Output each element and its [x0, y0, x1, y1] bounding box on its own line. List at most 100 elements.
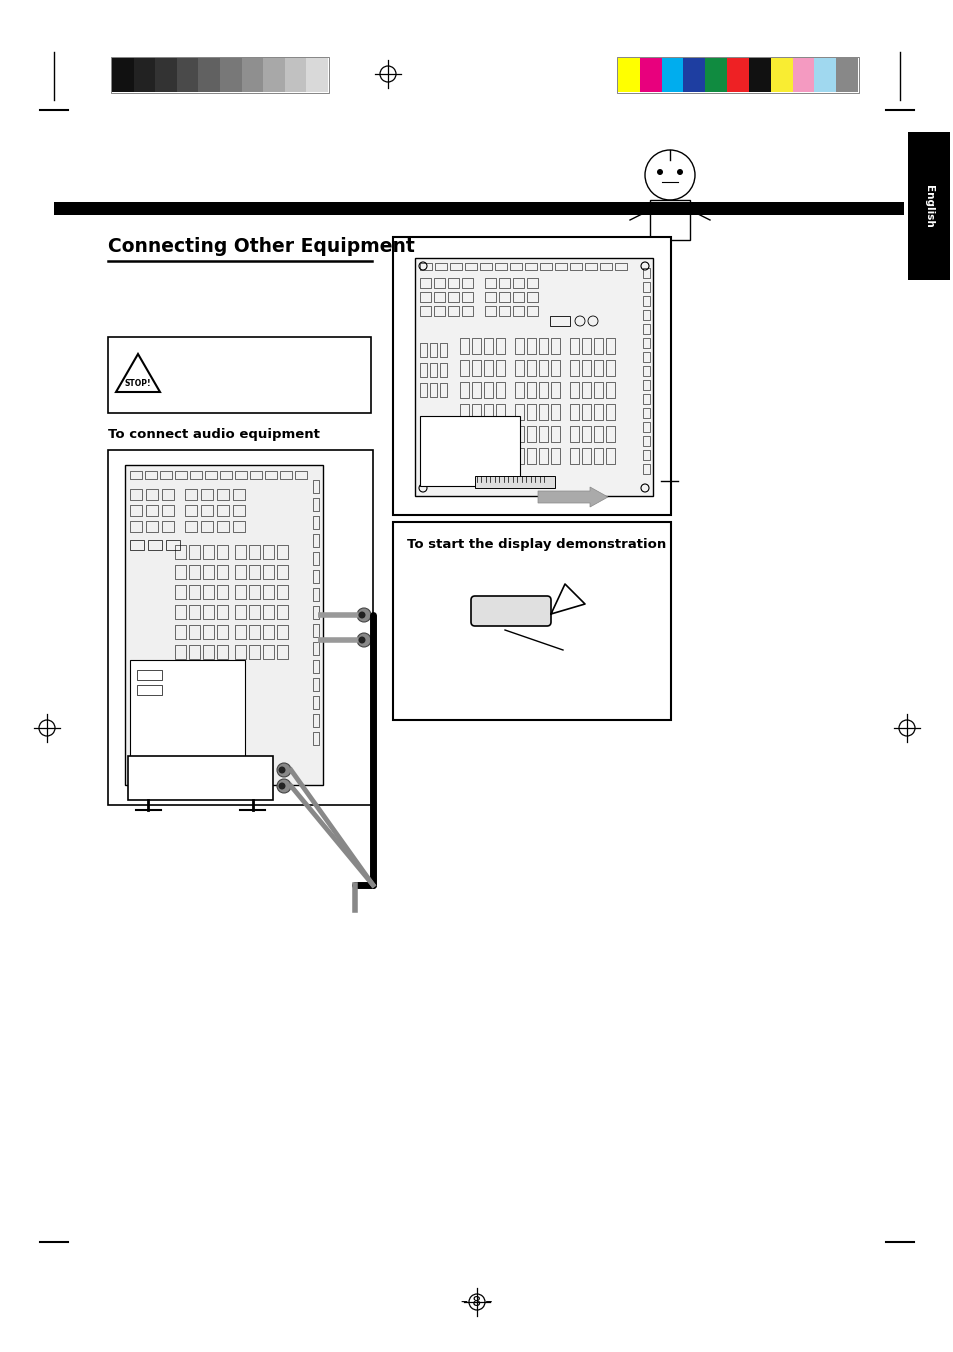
Bar	[234, 585, 246, 599]
Bar	[661, 58, 682, 92]
Bar	[704, 58, 726, 92]
Bar	[174, 565, 186, 579]
Bar	[526, 448, 536, 464]
Bar	[313, 642, 318, 654]
Bar	[496, 426, 504, 442]
Bar	[419, 383, 427, 397]
Bar	[496, 383, 504, 397]
Bar	[162, 506, 173, 516]
Bar	[538, 426, 547, 442]
Bar	[642, 366, 649, 376]
Bar	[241, 58, 263, 92]
Bar	[515, 360, 523, 376]
Bar	[642, 352, 649, 362]
Bar	[434, 292, 444, 301]
Bar	[185, 489, 196, 500]
Bar	[538, 360, 547, 376]
Bar	[448, 306, 458, 316]
Bar	[459, 448, 469, 464]
Bar	[313, 714, 318, 727]
Bar	[642, 296, 649, 306]
Bar	[276, 604, 288, 619]
Bar	[649, 200, 689, 241]
Bar	[475, 476, 555, 488]
Bar	[216, 521, 229, 531]
Circle shape	[356, 633, 371, 648]
Bar	[313, 677, 318, 691]
Bar	[205, 470, 216, 479]
Bar	[472, 338, 480, 354]
Bar	[461, 279, 473, 288]
Bar	[146, 489, 158, 500]
Bar	[526, 383, 536, 397]
Bar	[538, 338, 547, 354]
Bar	[642, 408, 649, 418]
Bar	[594, 338, 602, 354]
Bar	[770, 58, 792, 92]
Bar	[419, 416, 519, 485]
Bar	[198, 58, 220, 92]
Bar	[439, 383, 447, 397]
Bar	[510, 264, 521, 270]
Bar	[581, 360, 590, 376]
Bar	[524, 264, 537, 270]
Bar	[419, 279, 431, 288]
Bar	[464, 264, 476, 270]
Bar	[162, 489, 173, 500]
Bar	[538, 383, 547, 397]
Bar	[201, 489, 213, 500]
Bar	[459, 360, 469, 376]
Bar	[285, 58, 306, 92]
Bar	[146, 521, 158, 531]
Bar	[125, 465, 323, 786]
Bar	[605, 360, 615, 376]
Bar	[263, 604, 274, 619]
Circle shape	[358, 637, 365, 644]
Bar	[569, 448, 578, 464]
Bar	[581, 426, 590, 442]
Bar	[419, 292, 431, 301]
Bar	[526, 426, 536, 442]
Circle shape	[278, 783, 285, 790]
Bar	[220, 58, 241, 92]
Bar	[130, 521, 142, 531]
Bar	[569, 338, 578, 354]
Bar	[419, 362, 427, 377]
Bar	[569, 383, 578, 397]
Bar	[484, 306, 496, 316]
Circle shape	[276, 779, 291, 794]
Circle shape	[657, 169, 662, 174]
Bar	[155, 58, 176, 92]
Bar	[220, 470, 232, 479]
Bar	[108, 337, 371, 412]
Text: – 8 –: – 8 –	[461, 1295, 492, 1309]
Bar	[461, 292, 473, 301]
Bar	[907, 132, 949, 280]
Bar	[513, 306, 523, 316]
Bar	[130, 660, 245, 765]
Bar	[263, 625, 274, 639]
Bar	[185, 521, 196, 531]
Bar	[203, 545, 213, 558]
FancyArrow shape	[537, 487, 607, 507]
Bar	[263, 58, 285, 92]
Text: Connecting Other Equipment: Connecting Other Equipment	[108, 237, 415, 256]
Bar	[249, 585, 260, 599]
Bar	[526, 292, 537, 301]
FancyBboxPatch shape	[471, 596, 551, 626]
Bar	[216, 645, 228, 658]
Bar	[515, 383, 523, 397]
Bar	[550, 316, 569, 326]
Bar	[594, 383, 602, 397]
Bar	[234, 565, 246, 579]
Bar	[276, 565, 288, 579]
Bar	[605, 383, 615, 397]
Circle shape	[276, 763, 291, 777]
Bar	[605, 338, 615, 354]
Bar	[130, 506, 142, 516]
Bar	[233, 506, 245, 516]
Bar	[461, 306, 473, 316]
Bar	[584, 264, 597, 270]
Bar	[430, 362, 436, 377]
Bar	[479, 264, 492, 270]
